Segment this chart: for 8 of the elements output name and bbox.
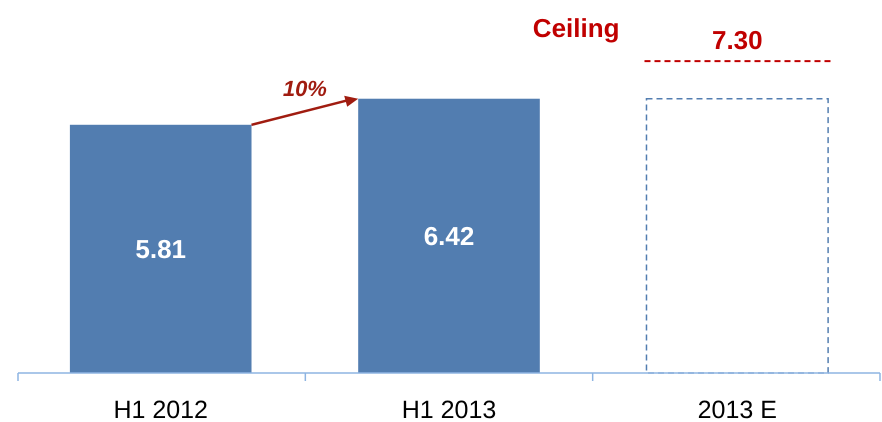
data-label: 5.81 [135, 234, 186, 264]
ref-line-label: 7.30 [712, 25, 763, 56]
x-tick-label: 2013 E [698, 396, 777, 422]
text: Ceiling [532, 13, 620, 44]
data-label: 6.42 [424, 220, 474, 251]
annotation: 10% [282, 76, 327, 101]
x-tick-label: H1 2013 [402, 396, 496, 422]
x-tick-label: H1 2012 [113, 396, 208, 422]
